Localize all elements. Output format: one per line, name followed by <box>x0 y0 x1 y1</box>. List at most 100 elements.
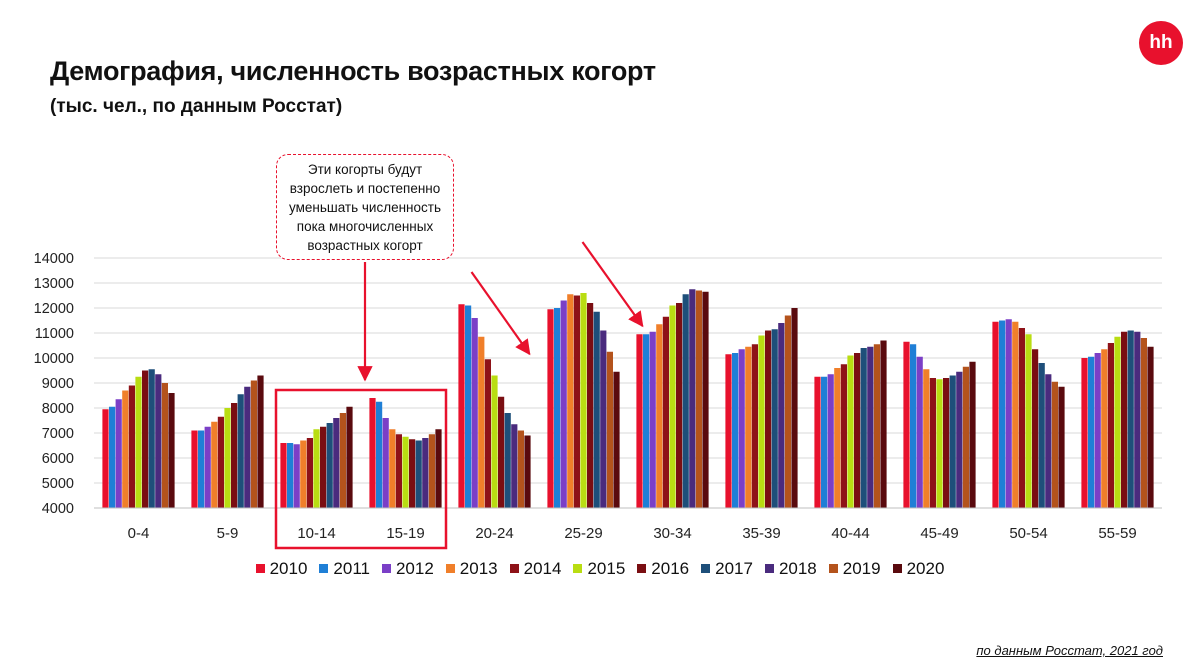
bar-40-44-2015 <box>847 355 854 508</box>
y-axis: 4000 5000 6000 7000 8000 9000 10000 11000 12000 1… <box>34 251 74 517</box>
bar-20-24-2018 <box>511 424 518 508</box>
x-tick-label: 20-24 <box>475 525 513 542</box>
bar-25-29-2014 <box>573 295 580 508</box>
bar-20-24-2014 <box>484 359 491 508</box>
y-tick-label: 10000 <box>34 351 74 367</box>
bar-55-59-2010 <box>1081 358 1088 508</box>
bar-50-54-2012 <box>1005 319 1012 508</box>
y-tick-label: 4000 <box>42 501 74 517</box>
y-tick-label: 12000 <box>34 301 74 317</box>
bar-15-19-2019 <box>428 434 435 508</box>
bar-40-44-2016 <box>854 353 861 508</box>
bar-50-54-2014 <box>1018 328 1025 508</box>
bar-45-49-2018 <box>956 371 963 508</box>
bar-0-4-2017 <box>148 369 155 508</box>
bar-50-54-2013 <box>1012 321 1019 508</box>
page-title: Демография, численность возрастных когор… <box>50 56 656 86</box>
bar-45-49-2010 <box>903 341 910 508</box>
bar-45-49-2015 <box>936 379 943 508</box>
bar-10-14-2019 <box>339 413 346 508</box>
bar-55-59-2012 <box>1094 353 1101 508</box>
bar-40-44-2019 <box>873 344 880 508</box>
bar-15-19-2010 <box>369 398 376 508</box>
bar-25-29-2011 <box>554 308 561 508</box>
bar-30-34-2018 <box>689 289 696 508</box>
legend-swatch <box>255 564 265 573</box>
legend-item-2017: 2017 <box>701 559 753 579</box>
legend-label: 2014 <box>523 559 562 578</box>
bar-0-4-2015 <box>135 376 142 508</box>
bar-15-19-2016 <box>409 439 416 508</box>
bar-0-4-2011 <box>109 406 116 508</box>
bar-0-4-2014 <box>128 385 135 508</box>
x-tick-label: 50-54 <box>1009 525 1047 542</box>
bar-20-24-2016 <box>498 396 505 508</box>
legend-label: 2020 <box>906 559 945 578</box>
bar-30-34-2010 <box>636 334 643 508</box>
bar-35-39-2015 <box>758 335 765 508</box>
bar-40-44-2018 <box>867 346 874 508</box>
bar-45-49-2013 <box>923 369 930 508</box>
legend-swatch <box>828 564 838 573</box>
bar-30-34-2016 <box>676 303 683 508</box>
legend-item-2020: 2020 <box>892 559 945 579</box>
x-tick-label: 55-59 <box>1098 525 1136 542</box>
legend-label: 2015 <box>587 559 626 578</box>
bar-55-59-2018 <box>1134 331 1141 508</box>
bar-25-29-2010 <box>547 309 554 508</box>
bar-50-54-2015 <box>1025 334 1032 508</box>
bar-50-54-2018 <box>1045 374 1052 508</box>
bar-40-44-2012 <box>827 374 834 508</box>
y-tick-label: 9000 <box>42 376 74 392</box>
legend-item-2018: 2018 <box>764 559 817 579</box>
bar-20-24-2010 <box>458 304 465 508</box>
bar-10-14-2014 <box>306 438 313 508</box>
callout-line: пока многочисленных <box>296 219 434 234</box>
bar-25-29-2016 <box>587 303 594 508</box>
x-tick-label: 10-14 <box>297 525 335 542</box>
highlight-box <box>274 388 448 550</box>
bar-45-49-2011 <box>910 344 917 508</box>
x-tick-label: 5-9 <box>217 525 239 542</box>
y-tick-label: 13000 <box>34 276 74 292</box>
bar-0-4-2013 <box>122 390 129 508</box>
bar-55-59-2015 <box>1114 336 1121 508</box>
legend-label: 2010 <box>269 559 308 578</box>
y-tick-label: 7000 <box>42 426 74 442</box>
legend-swatch <box>701 564 711 573</box>
bar-5-9-2014 <box>217 416 224 508</box>
bar-35-39-2010 <box>725 354 732 508</box>
bar-40-44-2020 <box>880 340 887 508</box>
bar-40-44-2013 <box>834 368 841 508</box>
bar-35-39-2019 <box>784 315 791 508</box>
bar-10-14-2012 <box>293 444 300 508</box>
legend-swatch <box>381 564 391 573</box>
bar-10-14-2013 <box>300 440 307 508</box>
bar-20-24-2011 <box>465 305 472 508</box>
bar-40-44-2017 <box>860 348 867 508</box>
bar-0-4-2016 <box>142 370 149 508</box>
bar-40-44-2011 <box>821 376 828 508</box>
bar-0-4-2020 <box>168 393 175 508</box>
bar-40-44-2010 <box>814 376 821 508</box>
bar-30-34-2012 <box>649 331 656 508</box>
bar-55-59-2011 <box>1088 356 1095 508</box>
callout-line: взрослеть и постепенно <box>289 181 441 196</box>
bar-55-59-2020 <box>1147 346 1154 508</box>
bar-35-39-2018 <box>778 323 785 508</box>
bar-0-4-2018 <box>155 374 162 508</box>
arrow-diagonal <box>470 271 531 356</box>
bar-40-44-2014 <box>840 364 847 508</box>
bar-25-29-2015 <box>580 293 587 508</box>
bar-5-9-2019 <box>250 380 257 508</box>
x-tick-label: 35-39 <box>742 525 780 542</box>
bar-50-54-2011 <box>999 320 1006 508</box>
bar-50-54-2016 <box>1032 349 1039 508</box>
bar-25-29-2012 <box>560 300 567 508</box>
bar-55-59-2019 <box>1140 338 1147 508</box>
bar-10-14-2010 <box>280 443 287 508</box>
bar-5-9-2013 <box>211 421 218 508</box>
hh-logo: hh <box>1139 21 1183 65</box>
bar-35-39-2017 <box>771 329 778 508</box>
bar-50-54-2017 <box>1038 363 1045 508</box>
